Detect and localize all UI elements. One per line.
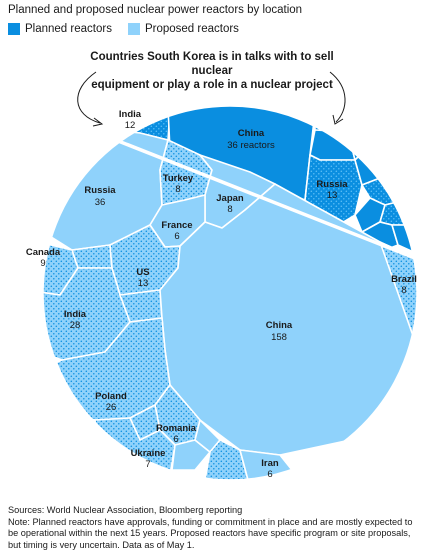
legend-label-proposed: Proposed reactors (144, 23, 239, 35)
annotation-line-2: equipment or play a role in a nuclear pr… (91, 79, 333, 91)
chart-title: Planned and proposed nuclear power react… (8, 4, 303, 16)
footer-note-3: but timing is very uncertain. Data as of… (8, 539, 195, 550)
cell-proposed-small-a (71, 244, 113, 269)
value-ukraine: 7 (145, 459, 150, 470)
value-poland: 26 (106, 402, 117, 413)
value-planned-india: 12 (125, 120, 136, 131)
footer-note-1: Note: Planned reactors have approvals, f… (8, 516, 413, 527)
value-russia: 36 (95, 197, 106, 208)
cell-planned-small-2 (309, 129, 356, 161)
annotation: Countries South Korea is in talks with t… (82, 50, 342, 92)
label-us: US (136, 267, 149, 278)
value-france: 6 (174, 231, 179, 242)
value-us: 13 (138, 278, 149, 289)
annotation-arrow-left-head (92, 117, 104, 127)
label-india: India (64, 309, 87, 320)
annotation-arrow-right (329, 71, 346, 123)
label-ukraine: Ukraine (131, 448, 166, 459)
legend-label-planned: Planned reactors (25, 23, 112, 35)
label-planned-china: China (238, 128, 265, 139)
cell-planned-small-4 (354, 144, 396, 186)
cell-planned-india (59, 106, 171, 141)
footer: Sources: World Nuclear Association, Bloo… (8, 505, 438, 551)
label-poland: Poland (95, 391, 127, 402)
footer-sources: Sources: World Nuclear Association, Bloo… (8, 505, 243, 515)
value-brazil: 8 (401, 285, 406, 296)
annotation-arrow-right-head (332, 114, 344, 125)
label-canada: Canada (26, 247, 61, 258)
value-turkey: 8 (175, 184, 180, 195)
label-china: China (266, 320, 293, 331)
label-planned-russia: Russia (316, 179, 348, 190)
value-india: 28 (70, 320, 81, 331)
label-turkey: Turkey (163, 173, 194, 184)
label-brazil: Brazil (391, 274, 417, 285)
value-japan: 8 (227, 204, 232, 215)
annotation-arrow-left (77, 71, 101, 124)
legend-swatch-planned (8, 23, 20, 35)
cell-proposed-small-d (171, 439, 211, 471)
value-iran: 6 (267, 469, 272, 480)
label-romania: Romania (156, 423, 197, 434)
value-planned-russia: 13 (327, 190, 338, 201)
label-japan: Japan (216, 193, 244, 204)
label-planned-india: India (119, 109, 142, 120)
label-france: France (161, 220, 192, 231)
legend: Planned reactors Proposed reactors (8, 23, 255, 35)
chart-outline (42, 105, 418, 481)
label-russia: Russia (84, 185, 116, 196)
footer-note-2: be operational within the next 15 years.… (8, 528, 411, 538)
label-iran: Iran (261, 458, 279, 469)
annotation-line-1: Countries South Korea is in talks with t… (90, 51, 334, 77)
value-china: 158 (271, 332, 287, 343)
legend-swatch-proposed (127, 23, 140, 35)
value-canada: 9 (40, 258, 45, 269)
value-romania: 6 (173, 434, 178, 445)
value-planned-china: 36 reactors (227, 140, 275, 151)
